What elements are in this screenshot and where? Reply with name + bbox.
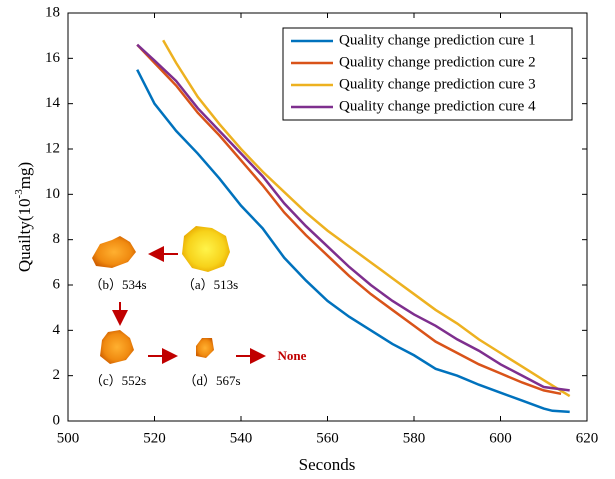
legend-label: Quality change prediction cure 3 <box>339 76 536 92</box>
line <box>136 43 570 392</box>
x-tick-label: 600 <box>489 430 512 446</box>
y-tick-label: 0 <box>53 412 61 428</box>
sample-a <box>182 226 230 272</box>
sample-b <box>92 236 136 268</box>
x-axis-label: Seconds <box>299 455 356 474</box>
annotation: None <box>278 348 307 363</box>
y-tick-label: 4 <box>53 322 61 338</box>
y-label-unit: mg) <box>15 162 34 189</box>
x-tick-label: 540 <box>230 430 253 446</box>
y-tick-label: 6 <box>53 276 61 292</box>
x-tick-label: 500 <box>57 430 80 446</box>
y-tick-label: 18 <box>45 4 60 20</box>
sample-d <box>196 338 214 358</box>
x-tick-label: 560 <box>316 430 339 446</box>
y-tick-label: 14 <box>45 95 61 111</box>
line <box>136 69 570 414</box>
line <box>162 39 571 398</box>
legend-box <box>282 27 573 121</box>
x-tick-label: 520 <box>143 430 166 446</box>
y-label-sup: -3 <box>13 189 25 199</box>
annotation: （b）534s <box>89 277 146 292</box>
y-tick-label: 8 <box>53 231 61 247</box>
annotation: （c）552s <box>90 373 146 388</box>
legend-label: Quality change prediction cure 2 <box>339 54 536 70</box>
inset <box>92 226 266 364</box>
legend-label: Quality change prediction cure 1 <box>339 32 536 48</box>
y-axis-label: Quailty(10-3mg) <box>13 162 34 272</box>
y-label-main: Quailty(10 <box>15 198 34 272</box>
annotation: （a）513s <box>182 277 238 292</box>
y-tick-label: 2 <box>53 367 61 383</box>
y-tick-label: 16 <box>45 50 61 66</box>
y-tick-label: 10 <box>45 186 60 202</box>
annotation: （d）567s <box>183 373 240 388</box>
x-tick-label: 620 <box>576 430 599 446</box>
line <box>136 43 562 396</box>
legend-label: Quality change prediction cure 4 <box>339 98 536 114</box>
x-tick-label: 580 <box>403 430 426 446</box>
sample-c <box>100 330 134 364</box>
y-tick-label: 12 <box>45 140 60 156</box>
